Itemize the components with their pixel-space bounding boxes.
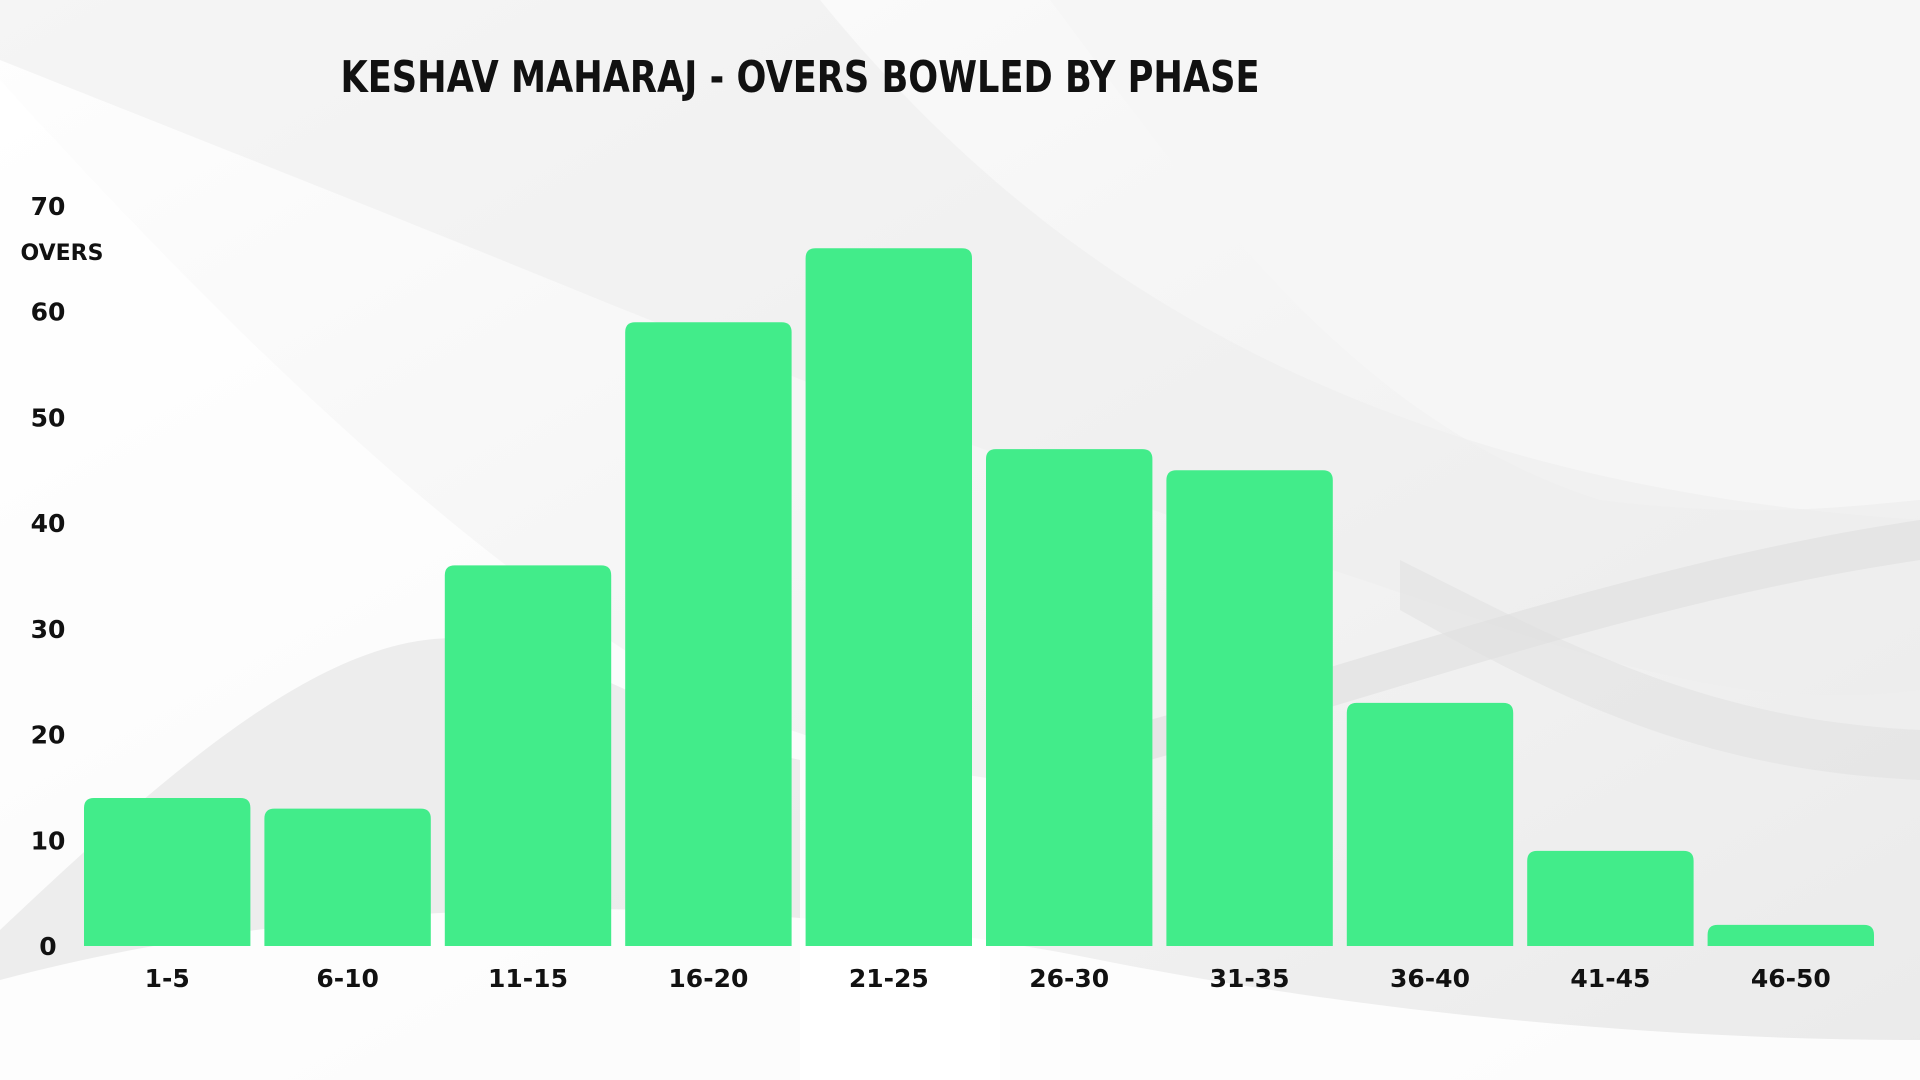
- x-tick-label: 41-45: [1570, 964, 1650, 993]
- y-tick-label: 20: [31, 721, 66, 750]
- bar-1-5: [84, 798, 251, 946]
- bar-36-40: [1346, 702, 1514, 946]
- bar-16-20: [625, 322, 792, 946]
- bar-31-35: [1166, 470, 1333, 946]
- y-tick-label: 60: [31, 298, 66, 327]
- y-axis-label: OVERS: [21, 241, 104, 266]
- x-tick-label: 16-20: [668, 964, 748, 993]
- bar-46-50: [1707, 924, 1874, 946]
- y-tick-label: 10: [31, 826, 66, 855]
- x-tick-label: 6-10: [316, 964, 379, 993]
- x-tick-label: 26-30: [1029, 964, 1109, 993]
- x-tick-label: 46-50: [1751, 964, 1831, 993]
- x-tick-label: 11-15: [488, 964, 568, 993]
- y-tick-label: 30: [31, 615, 66, 644]
- bar-11-15: [444, 565, 612, 946]
- bar-21-25: [805, 248, 972, 947]
- bars: [84, 248, 1874, 947]
- y-tick-label: 40: [31, 509, 66, 538]
- chart-title: KESHAV MAHARAJ - OVERS BOWLED BY PHASE: [340, 52, 1260, 103]
- y-axis: 0 10 20 30 40 50 60 70 OVERS: [21, 192, 104, 961]
- bar-41-45: [1527, 850, 1694, 946]
- x-tick-label: 21-25: [849, 964, 929, 993]
- x-tick-label: 31-35: [1210, 964, 1290, 993]
- x-axis: 1-5 6-10 11-15 16-20 21-25 26-30 31-35 36-40 41-…: [145, 964, 1831, 993]
- y-tick-label: 70: [31, 192, 66, 221]
- y-tick-label: 0: [39, 932, 56, 961]
- bar-26-30: [986, 449, 1153, 946]
- x-tick-label: 36-40: [1390, 964, 1470, 993]
- x-tick-label: 1-5: [145, 964, 190, 993]
- y-tick-label: 50: [31, 403, 66, 432]
- bar-6-10: [264, 808, 431, 946]
